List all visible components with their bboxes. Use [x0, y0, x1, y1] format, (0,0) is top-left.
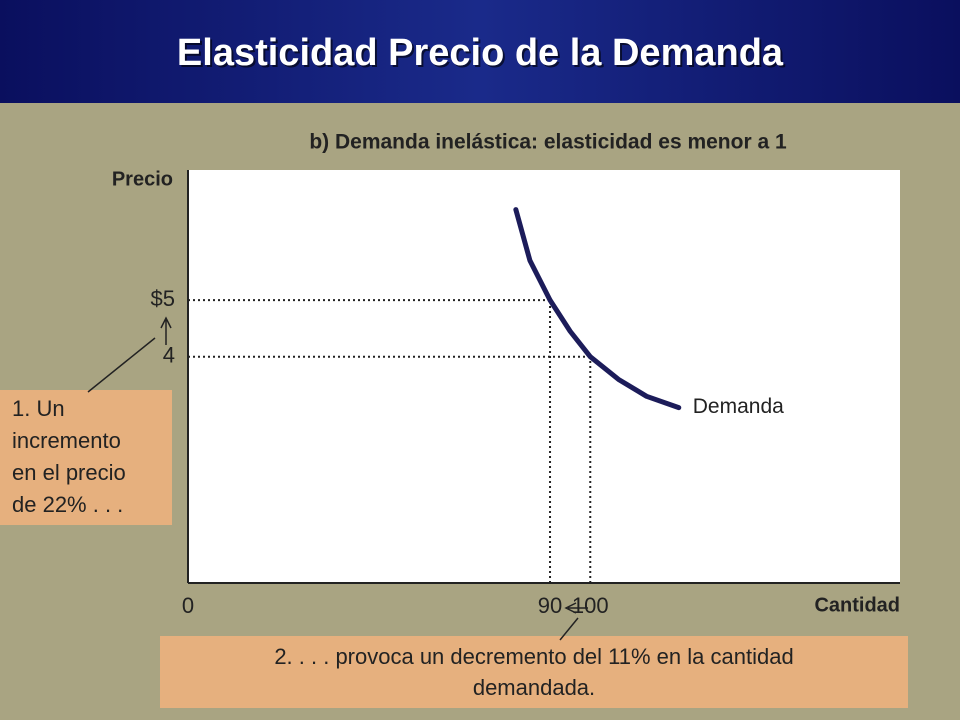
annotation-box	[160, 636, 908, 708]
y-tick-label: 4	[163, 343, 175, 368]
annotation: de 22% . . .	[12, 492, 123, 517]
annotation: 1. Un	[12, 396, 65, 421]
x-tick-label: 0	[182, 593, 194, 618]
plot-area	[188, 170, 900, 583]
x-tick-label: 90	[538, 593, 562, 618]
pointer-line	[87, 337, 156, 393]
annotation-box	[0, 390, 172, 525]
series-label: Demanda	[693, 395, 784, 418]
x-tick-label: 100	[572, 593, 609, 618]
title-banner	[0, 0, 960, 103]
y-tick-label: $5	[151, 286, 175, 311]
annotation: demandada.	[473, 675, 595, 700]
chart-title: b) Demanda inelástica: elasticidad es me…	[309, 131, 787, 154]
annotation: 2. . . . provoca un decremento del 11% e…	[274, 644, 793, 669]
title-shadow: Elasticidad Precio de la Demanda	[179, 34, 786, 76]
slide-title: Elasticidad Precio de la Demanda	[177, 32, 784, 74]
y-axis-label: Precio	[112, 168, 173, 190]
x-axis-label: Cantidad	[814, 594, 900, 616]
annotation: incremento	[12, 428, 121, 453]
arrow	[160, 316, 172, 345]
demand-curve	[513, 207, 682, 411]
annotation: en el precio	[12, 460, 126, 485]
arrow	[564, 602, 588, 614]
pointer-line	[559, 617, 579, 641]
